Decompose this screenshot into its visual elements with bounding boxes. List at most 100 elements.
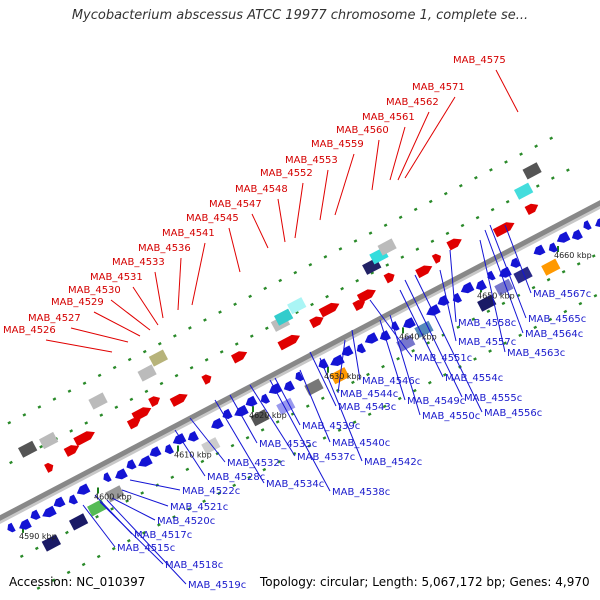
forward-gene-label: MAB_4547 xyxy=(209,199,262,210)
tick-label: 4600 kbp xyxy=(94,493,132,502)
tick-label: 4660 kbp xyxy=(554,251,592,260)
feature-box xyxy=(69,513,89,531)
backbone-line xyxy=(0,200,600,521)
reverse-gene-label: MAB_4519c xyxy=(188,580,246,591)
forward-leader-line xyxy=(110,299,151,331)
forward-gene-label: MAB_4545 xyxy=(186,213,239,224)
forward-gene-arrow xyxy=(73,431,95,447)
feature-box xyxy=(137,364,157,382)
reverse-gene-arrow xyxy=(149,446,162,457)
feature-box xyxy=(39,431,59,450)
forward-gene-label: MAB_4527 xyxy=(28,313,81,324)
reverse-leader-line xyxy=(249,384,296,457)
tick-label: 4610 kbp xyxy=(174,451,212,460)
reverse-gene-arrow xyxy=(452,292,462,303)
forward-gene-arrow xyxy=(309,316,324,329)
reverse-gene-label: MAB_4563c xyxy=(507,348,565,359)
feature-box xyxy=(201,437,221,455)
reverse-gene-label: MAB_4535c xyxy=(259,439,317,450)
reverse-leader-line xyxy=(484,229,524,334)
forward-leader-line xyxy=(45,339,113,353)
forward-leader-line xyxy=(191,242,206,306)
reverse-leader-line xyxy=(399,289,444,378)
reverse-gene-label: MAB_4540c xyxy=(332,438,390,449)
tick-label: 4590 kbp xyxy=(19,532,57,541)
reverse-gene-label: MAB_4539c xyxy=(302,421,360,432)
reverse-leader-line xyxy=(82,504,116,548)
feature-box xyxy=(396,334,416,352)
reverse-leader-line xyxy=(319,357,363,462)
forward-leader-line xyxy=(389,126,406,181)
reverse-gene-arrow xyxy=(403,317,416,329)
reverse-gene-arrow xyxy=(260,393,270,404)
reverse-gene-arrow xyxy=(245,395,258,407)
reverse-gene-arrow xyxy=(571,229,583,240)
reverse-gene-label: MAB_4532c xyxy=(227,458,285,469)
tick-label: 4640 kbp xyxy=(399,332,437,341)
reverse-gene-arrow xyxy=(533,244,546,256)
forward-gene-label: MAB_4552 xyxy=(260,168,313,179)
reverse-gene-arrow xyxy=(30,509,41,520)
reverse-gene-label: MAB_4554c xyxy=(445,373,503,384)
reverse-leader-line xyxy=(121,489,169,507)
reverse-gene-arrow xyxy=(172,433,187,445)
reverse-leader-line xyxy=(351,329,361,381)
feature-box xyxy=(276,397,296,415)
reverse-gene-arrow xyxy=(356,343,366,354)
reverse-gene-arrow xyxy=(379,330,391,341)
feature-box xyxy=(105,485,125,503)
reverse-leader-line xyxy=(369,299,413,358)
reverse-gene-label: MAB_4543c xyxy=(338,402,396,413)
genome-summary-text: Topology: circular; Length: 5,067,172 bp… xyxy=(260,575,590,589)
feature-box xyxy=(274,308,294,326)
feature-box xyxy=(477,294,497,312)
reverse-gene-label: MAB_4564c xyxy=(525,329,583,340)
feature-box xyxy=(148,349,168,367)
feature-box xyxy=(377,238,397,256)
forward-gene-label: MAB_4533 xyxy=(112,257,165,268)
forward-leader-line xyxy=(132,286,159,326)
tick-label: 4650 kbp xyxy=(477,291,515,300)
feature-box xyxy=(250,409,270,427)
reverse-gene-label: MAB_4522c xyxy=(182,486,240,497)
reverse-gene-label: MAB_4517c xyxy=(134,530,192,541)
forward-gene-arrow xyxy=(201,374,212,385)
forward-gene-arrow xyxy=(44,462,54,473)
reverse-leader-line xyxy=(129,479,181,491)
reverse-gene-label: MAB_4538c xyxy=(332,487,390,498)
reverse-gene-arrow xyxy=(126,459,137,470)
forward-leader-line xyxy=(277,198,286,243)
reverse-gene-label: MAB_4518c xyxy=(165,560,223,571)
forward-leader-line xyxy=(251,213,269,249)
map-title: Mycobacterium abscessus ATCC 19977 chrom… xyxy=(71,8,529,23)
forward-gene-arrow xyxy=(431,253,441,264)
forward-leader-line xyxy=(334,153,355,216)
forward-gene-arrow xyxy=(126,418,141,430)
reverse-gene-arrow xyxy=(595,218,600,227)
reverse-leader-line xyxy=(106,499,187,585)
reverse-gene-arrow xyxy=(164,444,174,455)
reverse-gene-arrow xyxy=(68,494,78,505)
forward-gene-arrow xyxy=(352,300,366,311)
reverse-gene-label: MAB_4558c xyxy=(458,318,516,329)
forward-leader-line xyxy=(294,182,304,239)
reverse-gene-arrow xyxy=(499,266,512,278)
reverse-gene-label: MAB_4556c xyxy=(484,408,542,419)
feature-box xyxy=(513,266,533,284)
reverse-gene-arrow xyxy=(364,332,379,344)
reverse-gene-arrow xyxy=(187,431,199,442)
forward-gene-label: MAB_4530 xyxy=(68,285,121,296)
reverse-gene-arrow xyxy=(391,321,400,331)
forward-gene-arrow xyxy=(492,222,515,238)
feature-box xyxy=(88,392,108,410)
reverse-gene-arrow xyxy=(295,371,304,382)
reverse-gene-label: MAB_4549c xyxy=(407,396,465,407)
reverse-gene-arrow xyxy=(556,231,571,243)
forward-gene-arrow xyxy=(446,238,462,251)
feature-box xyxy=(41,534,61,552)
accession-text: Accession: NC_010397 xyxy=(9,575,146,589)
reverse-gene-label: MAB_4555c xyxy=(464,393,522,404)
feature-box xyxy=(541,258,561,276)
reverse-leader-line xyxy=(189,417,226,463)
